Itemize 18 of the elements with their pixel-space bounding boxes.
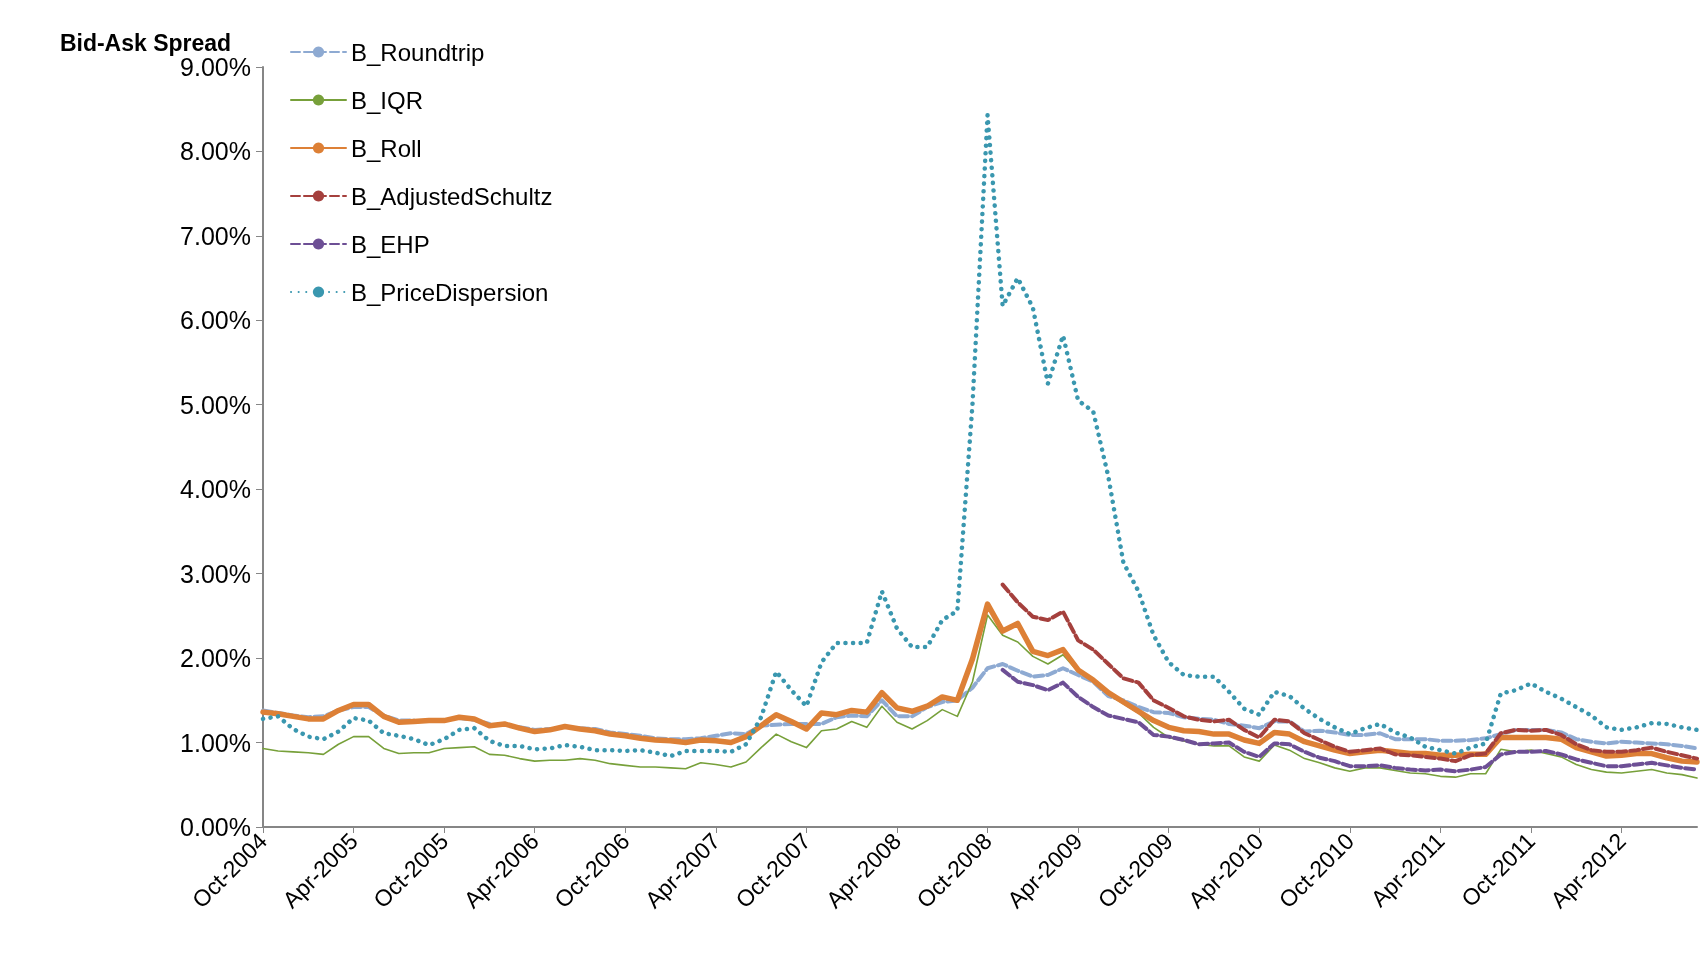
line-series	[260, 112, 1700, 759]
y-tick-label: 4.00%	[180, 475, 251, 504]
line-series	[1000, 667, 1699, 774]
legend-label: B_Roundtrip	[351, 38, 485, 66]
legend-label: B_AdjustedSchultz	[351, 182, 553, 210]
y-tick-label: 3.00%	[180, 559, 251, 588]
legend-label: B_IQR	[351, 86, 424, 114]
legend-label: B_Roll	[351, 134, 422, 162]
y-tick-label: 1.00%	[180, 728, 251, 757]
y-tick-label: 6.00%	[180, 306, 251, 335]
legend-label: B_EHP	[351, 230, 430, 258]
y-tick-label: 7.00%	[180, 221, 251, 250]
y-tick-label: 2.00%	[180, 644, 251, 673]
line-series	[262, 614, 1698, 779]
y-tick-label: 5.00%	[180, 390, 251, 419]
y-tick-label: 8.00%	[180, 137, 251, 166]
line-series	[1000, 582, 1699, 764]
legend-label: B_PriceDispersion	[351, 278, 549, 306]
